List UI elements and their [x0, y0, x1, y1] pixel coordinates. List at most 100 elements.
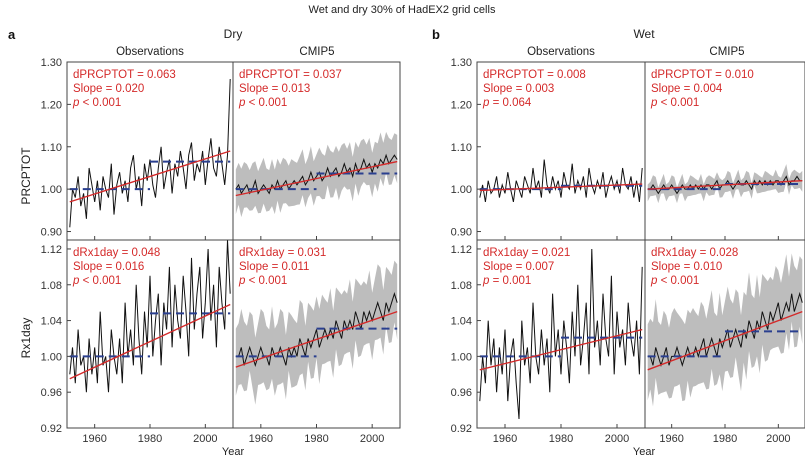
y-tick-label: 1.00	[41, 351, 62, 363]
x-tick-label: 1960	[82, 433, 106, 445]
annotation-line-1: dRx1day = 0.021	[483, 247, 570, 259]
annotation-line-1: dPRCPTOT = 0.010	[651, 69, 754, 81]
x-tick-label: 1980	[138, 433, 162, 445]
annotation-line-1: dPRCPTOT = 0.008	[483, 69, 586, 81]
panel-a-cmip5-rx1day: 1960 1980 2000 dRx1day = 0.031 Slope = 0.011…	[232, 239, 401, 445]
x-tick-label: 1960	[493, 433, 517, 445]
row-label-a-rx1day: Rx1day	[19, 318, 33, 359]
ensemble-spread-band	[647, 253, 803, 407]
y-tick-label: 0.90	[41, 227, 62, 239]
panel-letter-b: b	[432, 27, 440, 42]
annotation-line-3: p < 0.001	[72, 97, 121, 109]
annotation-line-3: p < 0.001	[238, 97, 287, 109]
annotation-line-1: dRx1day = 0.048	[73, 247, 160, 259]
y-tick-label: 0.96	[41, 387, 62, 399]
x-tick-label: 1980	[304, 433, 328, 445]
ensemble-spread-band	[235, 131, 398, 218]
group-title-dry: Dry	[224, 27, 243, 41]
panel-a-cmip5-rx1day-plot-area	[235, 260, 398, 405]
y-tick-label: 0.92	[451, 423, 472, 435]
panel-a-observations-prcptot-plot-area	[69, 78, 231, 228]
annotation-line-3: p < 0.001	[238, 275, 287, 287]
panel-a-cmip5-prcptot: dPRCPTOT = 0.037 Slope = 0.013 p < 0.001	[232, 61, 401, 241]
annotation-line-2: Slope = 0.010	[651, 261, 722, 273]
panel-b-observations-rx1day-plot-area	[479, 248, 643, 420]
trend-line	[647, 179, 803, 190]
y-tick-label: 0.90	[451, 227, 472, 239]
y-tick-label: 1.00	[451, 351, 472, 363]
panel-a-observations-rx1day: 0.92 0.96 1.00 1.04 1.08 1.12 1960 1980 2000 dRx1…	[41, 239, 234, 445]
annotation-line-3: p < 0.001	[650, 97, 699, 109]
panel-b-observations-prcptot: 0.90 1.00 1.10 1.20 1.30 dPRCPTOT = 0.008 Slop…	[451, 57, 646, 241]
y-tick-label: 1.08	[451, 280, 472, 292]
annotation-line-1: dPRCPTOT = 0.037	[239, 69, 342, 81]
col-title-a-observations: Observations	[116, 46, 184, 58]
y-tick-label: 1.00	[451, 184, 472, 196]
y-tick-label: 1.10	[41, 142, 62, 154]
figure-title: Wet and dry 30% of HadEX2 grid cells	[309, 4, 496, 16]
y-tick-label: 1.30	[41, 57, 62, 69]
y-tick-label: 1.12	[451, 244, 472, 256]
annotation-line-3: p = 0.001	[482, 275, 531, 287]
trend-line	[479, 328, 643, 371]
panel-letter-a: a	[8, 27, 16, 42]
y-tick-label: 1.12	[41, 244, 62, 256]
annotation-line-2: Slope = 0.020	[73, 83, 144, 95]
panel-a-observations-rx1day-plot-area	[69, 240, 231, 393]
panel-b-cmip5-prcptot-plot-area	[647, 164, 803, 204]
y-tick-label: 1.04	[451, 316, 472, 328]
annotation-line-3: p = 0.064	[482, 97, 532, 109]
annotation-line-2: Slope = 0.011	[239, 261, 309, 273]
trend-line	[235, 160, 398, 197]
panel-a-observations-prcptot: 0.90 1.00 1.10 1.20 1.30 dPRCPTOT = 0.063 Slop…	[41, 57, 234, 241]
annotation-line-2: Slope = 0.013	[239, 83, 310, 95]
panel-b-observations-prcptot-plot-area	[479, 159, 643, 203]
annotation-line-1: dRx1day = 0.031	[239, 247, 326, 259]
x-tick-label: 2000	[193, 433, 217, 445]
panel-a-cmip5-prcptot-plot-area	[235, 131, 398, 218]
annotation-line-1: dPRCPTOT = 0.063	[73, 69, 176, 81]
x-tick-label: 2000	[360, 433, 384, 445]
trend-line	[647, 310, 803, 371]
annotation-line-2: Slope = 0.007	[483, 261, 554, 273]
y-tick-label: 1.00	[41, 184, 62, 196]
y-tick-label: 1.20	[41, 99, 62, 111]
col-title-a-cmip5: CMIP5	[299, 46, 334, 58]
x-tick-label: 1980	[549, 433, 573, 445]
x-tick-label: 1960	[249, 433, 273, 445]
series-line	[479, 159, 643, 203]
panel-b-cmip5-rx1day: 1960 1980 2000 dRx1day = 0.028 Slope = 0.010…	[644, 239, 805, 445]
y-tick-label: 1.20	[451, 99, 472, 111]
y-tick-label: 0.96	[451, 387, 472, 399]
col-title-b-cmip5: CMIP5	[709, 46, 744, 58]
group-title-wet: Wet	[633, 27, 655, 41]
annotation-line-2: Slope = 0.003	[483, 83, 554, 95]
y-tick-label: 1.10	[451, 142, 472, 154]
y-tick-label: 1.30	[451, 57, 472, 69]
row-label-a-prcptot: PRCPTOT	[19, 147, 33, 205]
series-line	[479, 248, 643, 420]
x-axis-title-a: Year	[222, 446, 245, 458]
panel-b-cmip5-prcptot: dPRCPTOT = 0.010 Slope = 0.004 p < 0.001	[644, 61, 805, 241]
series-line	[69, 240, 231, 393]
y-tick-label: 1.04	[41, 316, 62, 328]
trend-line	[479, 183, 643, 192]
x-tick-label: 1980	[713, 433, 737, 445]
annotation-line-2: Slope = 0.004	[651, 83, 723, 95]
y-tick-label: 1.08	[41, 280, 62, 292]
x-tick-label: 1960	[659, 433, 683, 445]
trend-line	[235, 310, 398, 368]
annotation-line-3: p < 0.001	[650, 275, 699, 287]
trend-line	[69, 303, 231, 380]
panels-group: 0.90 1.00 1.10 1.20 1.30 dPRCPTOT = 0.063 Slop…	[41, 57, 805, 445]
x-axis-title-b: Year	[633, 446, 656, 458]
annotation-line-2: Slope = 0.016	[73, 261, 144, 273]
x-tick-label: 2000	[605, 433, 629, 445]
annotation-line-1: dRx1day = 0.028	[651, 247, 738, 259]
panel-b-observations-rx1day: 0.92 0.96 1.00 1.04 1.08 1.12 1960 1980 2000 dRx1…	[451, 239, 646, 445]
y-tick-label: 0.92	[41, 423, 62, 435]
trend-line	[69, 150, 231, 203]
annotation-line-3: p < 0.001	[72, 275, 121, 287]
col-title-b-observations: Observations	[527, 46, 595, 58]
